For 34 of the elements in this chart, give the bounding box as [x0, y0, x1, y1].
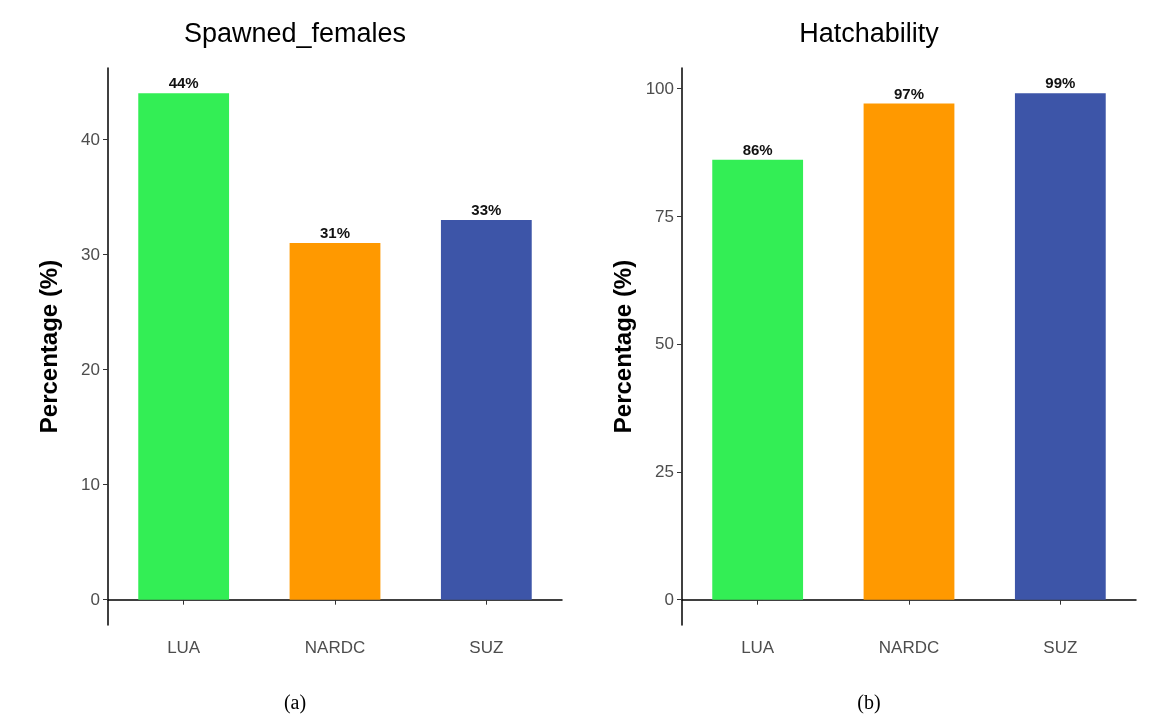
- text: (b): [857, 691, 881, 714]
- chart-title: Spawned_females: [183, 17, 407, 48]
- bar: [1014, 93, 1106, 600]
- bar: [863, 103, 955, 600]
- y-tick-label: 0: [664, 590, 674, 610]
- data-label: 31%: [319, 223, 351, 241]
- x-tick-label: SUZ: [1043, 638, 1078, 657]
- x-tick-label: NARDC: [304, 638, 366, 657]
- y-tick-label: 75: [655, 206, 674, 226]
- y-tick-label: 10: [81, 475, 100, 495]
- y-tick-label: 20: [81, 360, 100, 380]
- y-axis-title: Percentage (%): [34, 259, 62, 434]
- bar: [712, 159, 804, 600]
- x-tick-label: SUZ: [469, 638, 504, 657]
- y-axis-title: Percentage (%): [608, 259, 636, 434]
- bar: [440, 219, 532, 600]
- x-tick-label: LUA: [741, 638, 775, 657]
- y-tick-label: 100: [645, 78, 674, 98]
- data-label: 86%: [742, 140, 773, 158]
- data-label: 44%: [168, 74, 199, 92]
- text: (a): [283, 691, 307, 714]
- y-tick-label: 30: [81, 244, 100, 264]
- data-label: 97%: [893, 84, 925, 102]
- y-tick-label: 50: [655, 334, 674, 354]
- data-label: 33%: [471, 200, 502, 218]
- y-tick-label: 25: [655, 462, 674, 482]
- y-tick-label: 0: [90, 590, 100, 610]
- bar: [138, 93, 230, 600]
- data-label: 99%: [1045, 74, 1076, 92]
- y-tick-label: 40: [81, 129, 100, 149]
- x-tick-label: NARDC: [878, 638, 940, 657]
- chart-title: Hatchability: [799, 17, 940, 48]
- x-tick-label: LUA: [167, 638, 201, 657]
- bar: [289, 242, 381, 600]
